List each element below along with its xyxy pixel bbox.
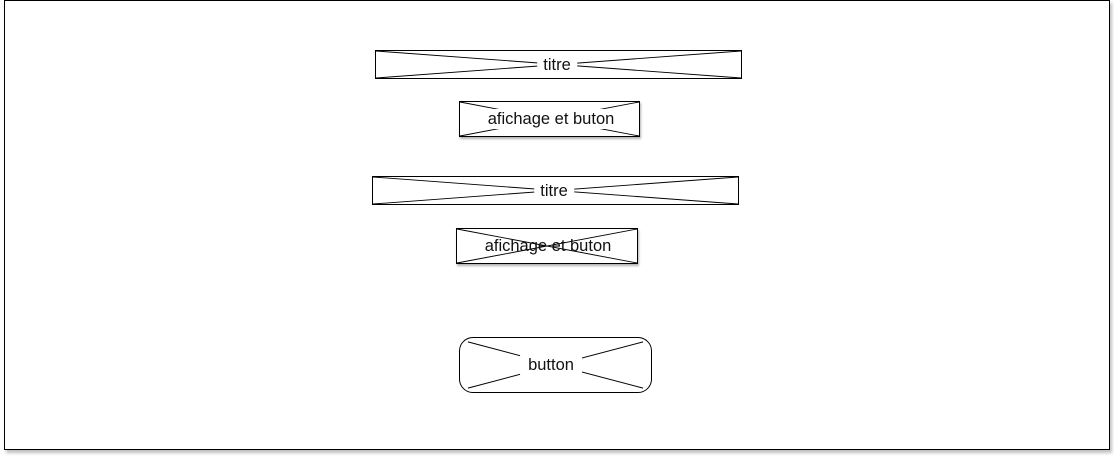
title-label-1: titre (537, 54, 577, 75)
title-label-2: titre (534, 180, 574, 201)
title-placeholder-1: titre (375, 50, 742, 79)
action-button-label: button (520, 355, 582, 375)
content-placeholder-1: afichage et buton (459, 101, 640, 137)
title-placeholder-2: titre (372, 176, 739, 205)
placeholder-cross-icon (456, 228, 638, 264)
content-placeholder-2: afichage et buton (456, 228, 638, 264)
content-label-1: afichage et buton (485, 109, 617, 129)
content-label-2: afichage et buton (484, 237, 612, 255)
action-button[interactable]: button (459, 337, 652, 393)
